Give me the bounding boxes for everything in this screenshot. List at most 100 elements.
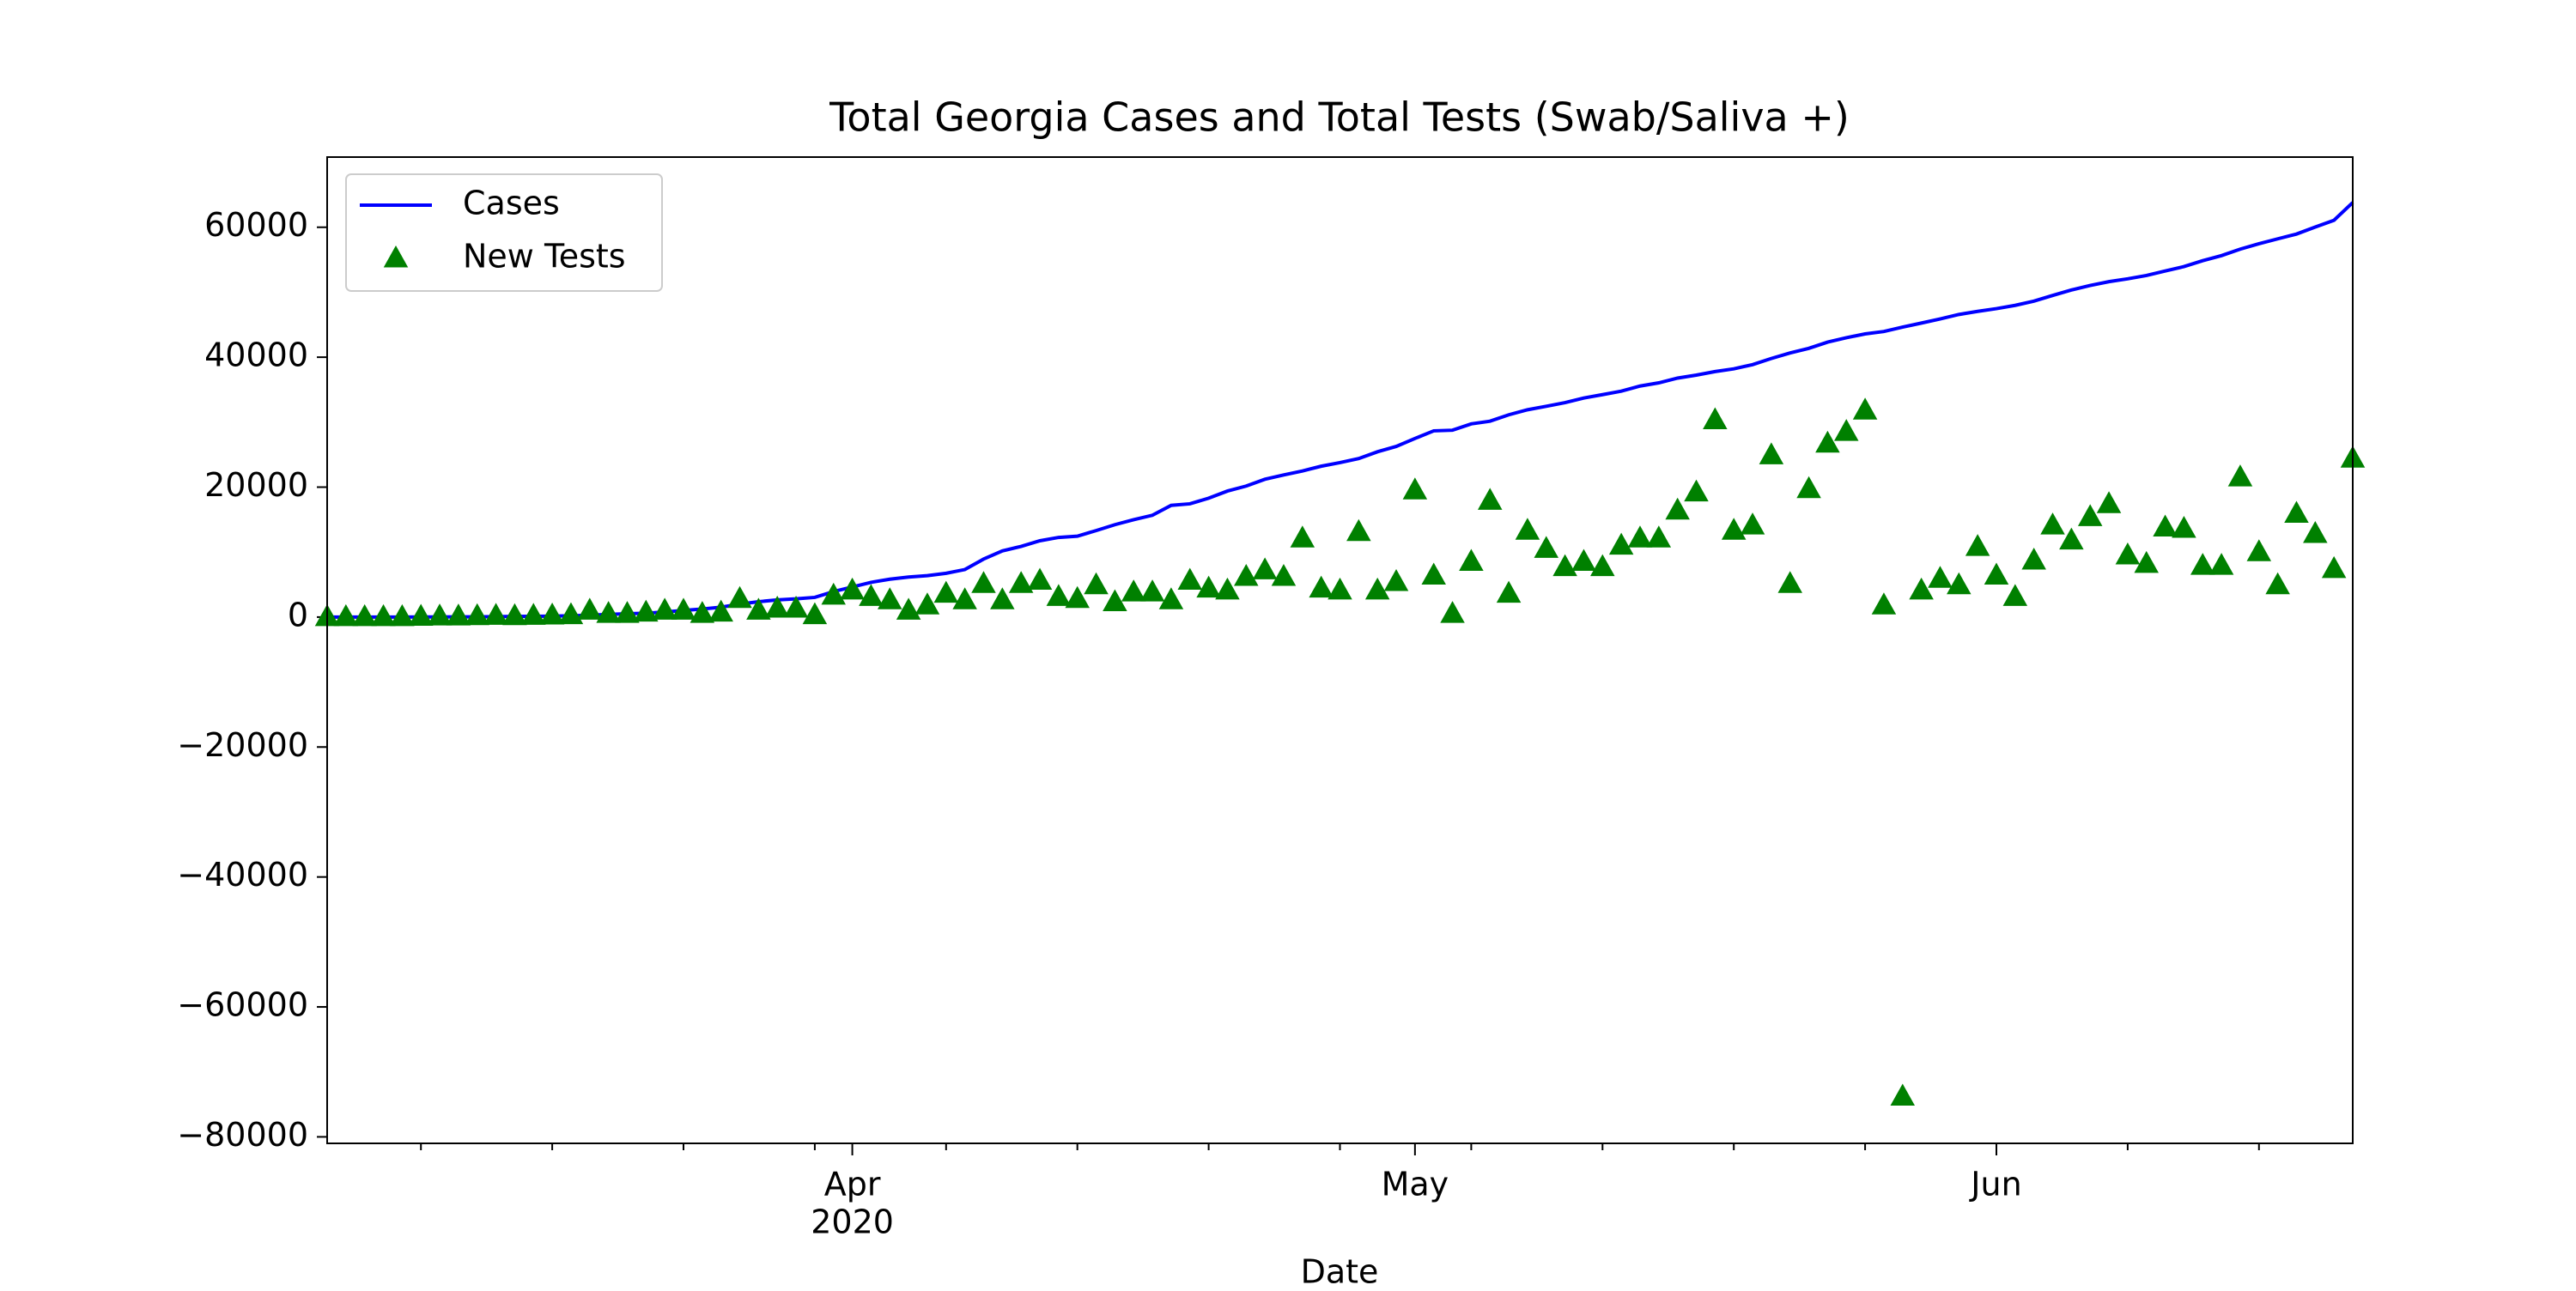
test-marker: [1027, 567, 1053, 591]
test-marker: [2208, 553, 2234, 575]
test-marker: [971, 571, 996, 593]
test-marker: [1627, 525, 1653, 548]
test-marker: [521, 603, 546, 625]
test-marker: [952, 587, 977, 609]
test-marker: [1665, 497, 1690, 520]
test-marker: [615, 601, 640, 623]
test-marker: [1740, 512, 1765, 535]
test-marker: [896, 597, 921, 620]
test-marker: [1046, 584, 1072, 606]
test-marker: [783, 596, 809, 618]
test-marker: [1252, 557, 1278, 579]
y-tick-label: 0: [288, 596, 308, 633]
test-marker: [465, 603, 489, 626]
test-marker: [2172, 515, 2196, 538]
test-marker: [1984, 562, 2009, 585]
test-marker: [933, 580, 959, 603]
test-marker: [1909, 577, 1934, 600]
test-marker: [1158, 587, 1184, 609]
test-marker: [878, 587, 902, 609]
test-marker: [1327, 577, 1352, 600]
plot-frame: [326, 156, 2354, 1144]
x-tick-label: 2020: [811, 1203, 894, 1241]
test-marker: [1346, 518, 1371, 542]
y-tick-label: 60000: [204, 206, 308, 244]
y-tick-label: −20000: [177, 726, 308, 764]
legend-marker: [383, 245, 409, 268]
test-marker: [1290, 525, 1315, 548]
test-marker: [2321, 555, 2347, 579]
test-marker: [859, 584, 884, 606]
test-marker: [2265, 572, 2290, 595]
test-marker: [1834, 419, 1859, 441]
y-tick-label: −80000: [177, 1116, 308, 1154]
test-marker: [634, 599, 659, 622]
test-marker: [539, 603, 565, 625]
test-marker: [333, 603, 359, 627]
x-tick-label: Apr: [824, 1166, 881, 1203]
test-marker: [2303, 521, 2328, 543]
test-marker: [746, 597, 771, 620]
y-tick-label: 20000: [204, 466, 308, 504]
test-marker: [1796, 476, 1821, 499]
x-tick-label: Jun: [1969, 1166, 2021, 1203]
test-marker: [727, 585, 752, 609]
test-marker: [1608, 532, 1634, 555]
x-tick-label: May: [1382, 1166, 1449, 1203]
test-marker: [352, 603, 377, 627]
test-marker: [502, 603, 527, 626]
test-marker: [690, 601, 715, 623]
test-marker: [1928, 566, 1953, 588]
test-marker: [821, 582, 846, 605]
test-marker: [577, 597, 603, 620]
test-marker: [840, 577, 865, 600]
test-marker: [1703, 407, 1728, 430]
test-marker: [2077, 504, 2103, 526]
test-marker: [483, 603, 508, 625]
test-marker: [1552, 554, 1577, 577]
test-marker: [1139, 579, 1165, 602]
test-marker: [1383, 569, 1409, 591]
test-marker: [1364, 577, 1390, 600]
test-marker: [1065, 585, 1090, 609]
test-marker: [596, 601, 621, 623]
test-marker: [2190, 553, 2215, 575]
x-axis-label: Date: [1301, 1253, 1379, 1288]
test-marker: [1121, 579, 1146, 602]
test-marker: [2246, 539, 2272, 561]
test-marker: [1684, 479, 1709, 502]
test-marker: [1777, 571, 1802, 593]
y-tick-label: −60000: [177, 986, 308, 1024]
test-marker: [1947, 572, 1971, 595]
test-marker: [1852, 397, 1878, 420]
test-marker: [371, 603, 396, 627]
test-marker: [1815, 430, 1840, 453]
test-marker: [1008, 571, 1034, 593]
test-marker: [1759, 442, 1784, 464]
chart-title: Total Georgia Cases and Total Tests (Swa…: [829, 94, 1850, 141]
test-marker: [1402, 477, 1428, 500]
test-marker: [1459, 549, 1484, 572]
test-marker: [2284, 500, 2309, 524]
test-marker: [1890, 1083, 1916, 1106]
test-marker: [1871, 592, 1897, 615]
test-marker: [1440, 601, 1465, 623]
test-marker: [1515, 518, 1540, 540]
test-marker: [2227, 464, 2253, 487]
test-marker: [1234, 563, 1259, 586]
test-marker: [1571, 549, 1596, 572]
test-marker: [2153, 514, 2178, 536]
test-marker: [652, 597, 677, 620]
test-marker: [802, 602, 828, 625]
test-marker: [2040, 512, 2065, 535]
y-tick-label: 40000: [204, 336, 308, 374]
test-marker: [708, 599, 733, 622]
test-marker: [1965, 534, 1990, 556]
test-marker: [1271, 563, 1297, 586]
test-marker: [1215, 577, 1240, 600]
legend-label: New Tests: [463, 238, 626, 276]
test-marker: [914, 592, 940, 615]
test-marker: [390, 603, 415, 627]
test-marker: [2002, 584, 2028, 606]
